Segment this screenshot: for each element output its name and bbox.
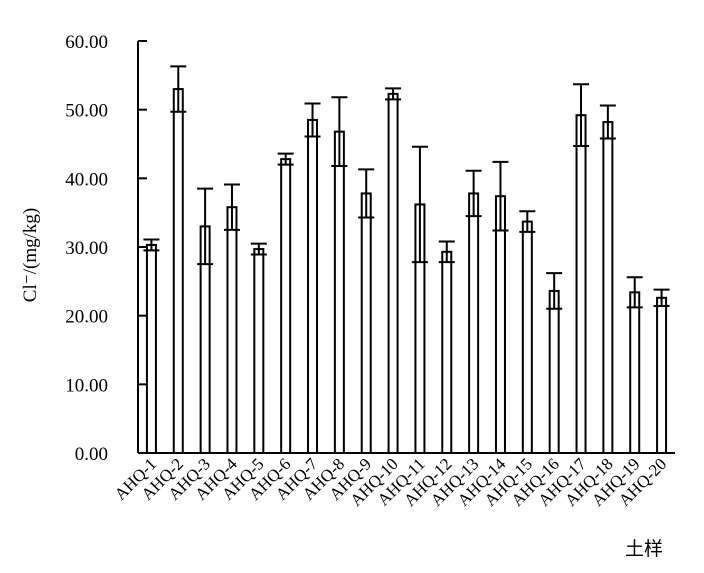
bar (521, 220, 533, 454)
y-tick-label: 10.00 (65, 375, 108, 396)
bar (172, 88, 184, 454)
y-axis-title: Cl⁻/(mg/kg) (20, 208, 41, 302)
bar (656, 296, 668, 454)
y-tick-label: 40.00 (65, 169, 108, 190)
y-tick-label: 0.00 (75, 444, 108, 465)
bar (468, 192, 480, 454)
x-axis-title: 土样 (625, 538, 663, 560)
bar (548, 289, 560, 454)
bar (226, 206, 238, 454)
bar (307, 118, 319, 454)
bar (387, 92, 399, 455)
bar (360, 192, 372, 454)
y-tick-label: 30.00 (65, 238, 108, 259)
y-tick-label: 50.00 (65, 101, 108, 122)
bar (253, 248, 265, 454)
bars-group (145, 88, 668, 455)
error-bars-group (143, 65, 670, 310)
bar (280, 158, 292, 455)
bar (575, 114, 587, 454)
y-tick-label: 20.00 (65, 307, 108, 328)
bar (494, 195, 506, 454)
bar (629, 291, 641, 454)
y-axis: 0.00 10.00 20.00 30.00 40.00 50.00 60.00 (65, 32, 147, 465)
x-axis: AHQ-1AHQ-2AHQ-3AHQ-4AHQ-5AHQ-6AHQ-7AHQ-8… (111, 452, 675, 510)
bar (333, 130, 345, 454)
bar (145, 243, 157, 454)
bar (602, 121, 614, 454)
y-tick-label: 60.00 (65, 32, 108, 53)
bar (441, 250, 453, 454)
